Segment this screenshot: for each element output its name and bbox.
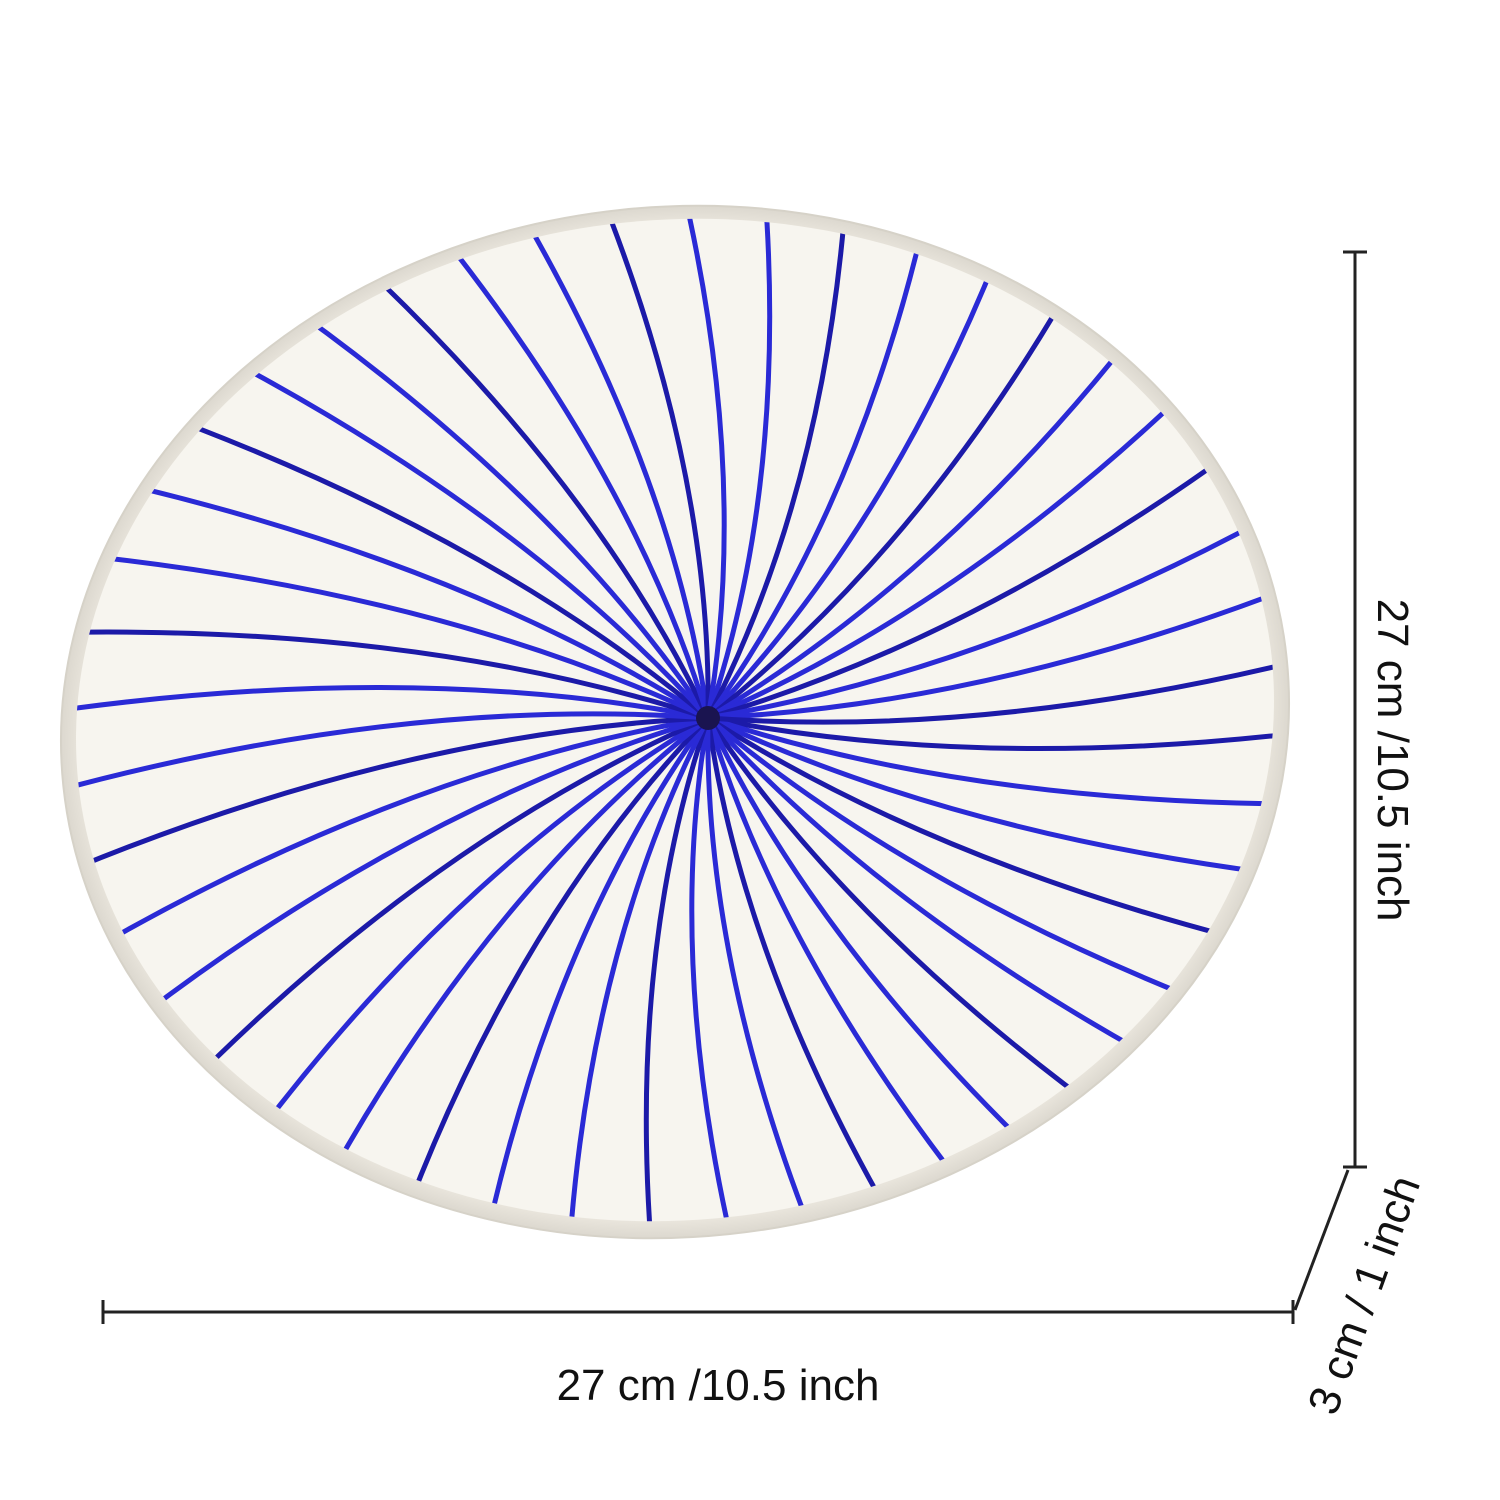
stripe [26,629,711,721]
stripe [162,324,711,721]
width-label: 27 cm /10.5 inch [557,1361,880,1410]
stripe [31,548,711,721]
plate-center [696,706,720,730]
stripe [31,715,711,888]
plate [26,160,1324,1280]
stripe [162,715,711,1112]
stripe [301,715,711,1227]
stripe [107,715,711,1043]
stripe [63,468,711,721]
height-line [1293,1169,1350,1311]
stripe [63,715,711,968]
dimension-lines [101,250,1367,1324]
stripe [227,715,711,1174]
height-label: 3 cm / 1 inch [1299,1169,1430,1420]
stripe [26,711,711,805]
stripe [26,684,711,721]
length-label: 27 cm /10.5 inch [1368,599,1417,922]
stripe [383,715,711,1271]
stripe [107,393,711,721]
